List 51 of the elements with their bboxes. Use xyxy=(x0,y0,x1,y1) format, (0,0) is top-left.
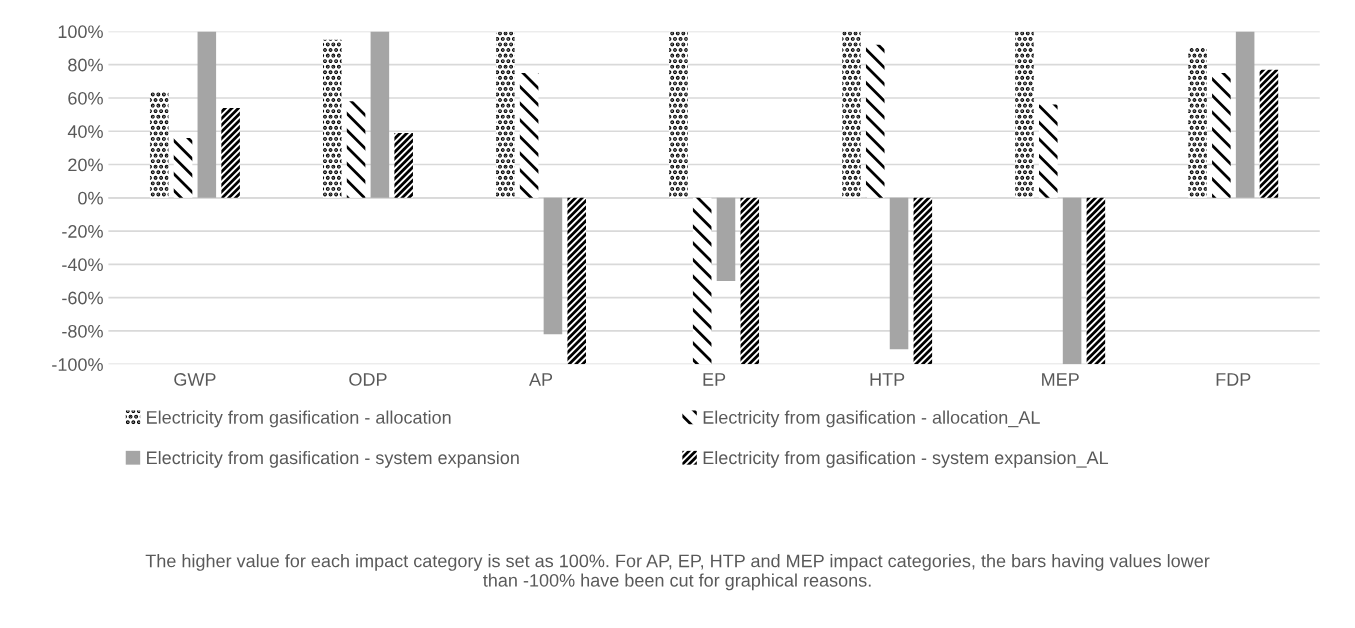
legend-label: Electricity from gasification - system expansion xyxy=(147,450,519,468)
bar xyxy=(496,31,515,198)
bar xyxy=(669,31,688,198)
bar xyxy=(1188,48,1207,198)
y-tick-label: 60% xyxy=(68,91,103,105)
text: The higher value for each impact category is set as 100%. For AP, EP, HTP and MEP impact categories, the bars having values lower than -100% have been cut for graphical reasons. xyxy=(145,554,1210,591)
x-tick-label: HTP xyxy=(870,373,905,386)
y-tick-label: 40% xyxy=(67,125,103,138)
bar xyxy=(692,197,712,365)
y-tick-label: -60% xyxy=(62,291,103,305)
bar xyxy=(1015,31,1034,198)
x-tick-label: ODP xyxy=(349,373,387,386)
bar xyxy=(346,101,366,198)
legend-label: Electricity from gasification - system expansion_AL xyxy=(703,450,1109,468)
bar xyxy=(370,31,390,198)
bar xyxy=(889,197,909,350)
legend-label: Electricity from gasification - allocation xyxy=(147,410,451,428)
bar xyxy=(865,44,885,198)
bar xyxy=(221,107,240,198)
y-tick-label: -20% xyxy=(62,225,103,238)
x-tick-label: EP xyxy=(703,373,726,386)
y-tick-label: -80% xyxy=(62,324,103,338)
x-tick-label: GWP xyxy=(174,373,216,386)
bar xyxy=(913,197,933,365)
y-tick-label: 80% xyxy=(68,58,103,72)
bar xyxy=(740,197,760,365)
bar xyxy=(149,91,169,198)
y-tick-label: 20% xyxy=(68,158,103,172)
bar xyxy=(567,197,586,365)
bar xyxy=(543,197,563,335)
bar xyxy=(1212,73,1231,198)
bar xyxy=(173,137,193,198)
bar xyxy=(842,31,861,198)
bar xyxy=(323,39,342,198)
bar xyxy=(1039,104,1058,198)
bar xyxy=(716,197,736,282)
x-tick-label: AP xyxy=(529,373,553,386)
y-tick-label: 100% xyxy=(58,25,103,39)
y-tick-label: -40% xyxy=(62,258,103,272)
legend-label: Electricity from gasification - allocation_AL xyxy=(703,410,1040,428)
y-tick-label: -100% xyxy=(52,358,103,371)
bar xyxy=(197,31,217,198)
bar xyxy=(1086,197,1106,365)
x-tick-label: FDP xyxy=(1216,373,1251,386)
bar xyxy=(1259,69,1279,198)
bar xyxy=(519,73,539,198)
bar xyxy=(394,132,413,198)
bar xyxy=(1235,31,1255,198)
bar xyxy=(1062,197,1082,365)
y-tick-label: 0% xyxy=(78,191,103,205)
x-tick-label: MEP xyxy=(1042,373,1079,386)
